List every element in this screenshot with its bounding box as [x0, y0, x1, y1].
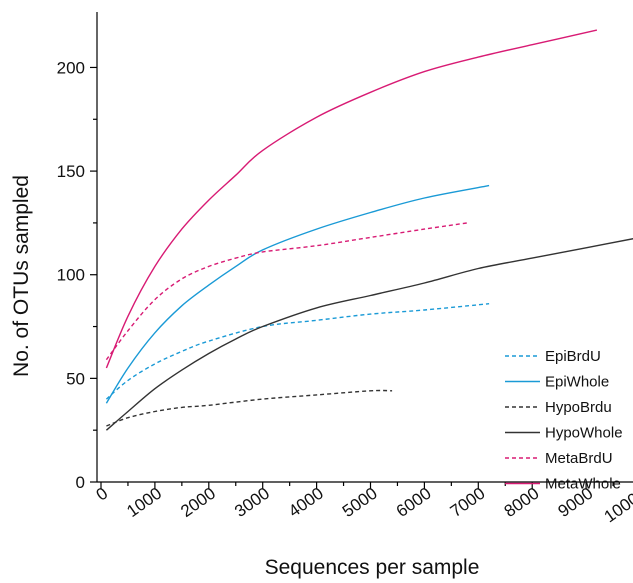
y-tick-label: 0: [76, 473, 85, 492]
x-tick-label: 2000: [177, 484, 219, 521]
legend-label-metawhole: MetaWhole: [545, 476, 621, 493]
x-tick-label: 5000: [339, 484, 381, 521]
x-tick-label: 0: [93, 484, 112, 505]
series-line-hypobrdu: [106, 389, 393, 427]
x-tick-label: 1000: [123, 484, 165, 521]
legend-label-hypowhole: HypoWhole: [545, 425, 623, 442]
legend-label-hypobrdu: HypoBrdu: [545, 399, 612, 416]
series-lines: [105, 29, 633, 431]
y-tick-label: 50: [66, 369, 85, 388]
series-line-hypowhole: [105, 238, 633, 431]
x-tick-label: 7000: [447, 484, 489, 521]
x-axis-title: Sequences per sample: [265, 556, 480, 579]
legend-label-metabrdu: MetaBrdU: [545, 450, 613, 467]
y-axis-title: No. of OTUs sampled: [10, 175, 33, 377]
legend-label-epiwhole: EpiWhole: [545, 374, 609, 391]
series-line-metabrdu: [105, 222, 468, 361]
legend-label-epibrdu: EpiBrdU: [545, 348, 601, 365]
series-line-metawhole: [105, 29, 598, 369]
y-tick-label: 200: [57, 58, 85, 77]
y-tick-label: 100: [57, 266, 85, 285]
x-tick-label: 3000: [231, 484, 273, 521]
legend: EpiBrdU EpiWhole HypoBrdu HypoWhole MetaBrdU…: [505, 348, 623, 493]
series-line-epiwhole: [105, 184, 490, 404]
y-tick-label: 150: [57, 162, 85, 181]
y-axis-ticks: 0 50 100 150 200: [57, 58, 97, 492]
x-tick-label: 8000: [501, 484, 543, 521]
x-tick-label: 6000: [393, 484, 435, 521]
series-line-epibrdu: [105, 303, 490, 400]
x-tick-label: 4000: [285, 484, 327, 521]
